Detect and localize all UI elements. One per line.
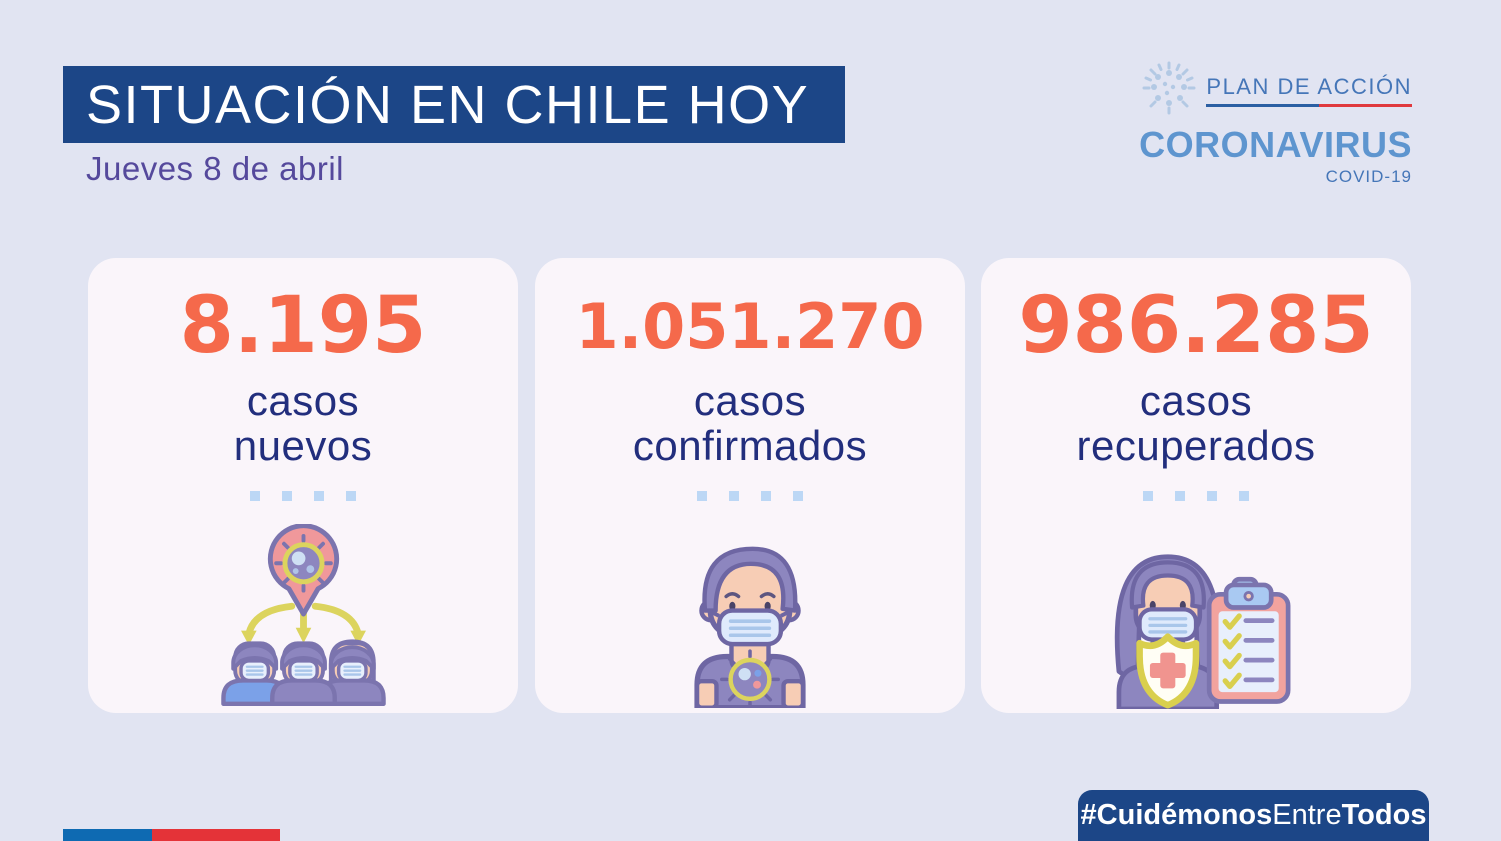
underline-red-segment xyxy=(1319,104,1412,107)
stat-value: 8.195 xyxy=(179,281,427,371)
virus-transmission-people-icon xyxy=(201,517,406,713)
page-title: SITUACIÓN EN CHILE HOY xyxy=(86,74,810,135)
masked-man-virus-icon xyxy=(675,517,825,713)
stat-label-bottom: recuperados xyxy=(1076,422,1316,470)
logo-top-row: PLAN DE ACCIÓN xyxy=(1141,60,1412,121)
dots-separator xyxy=(1143,490,1249,501)
flag-underline xyxy=(1206,104,1412,107)
coronavirus-wordmark: CORONAVIRUS xyxy=(1139,124,1412,165)
stat-value: 986.285 xyxy=(1018,281,1374,371)
stat-label-top: casos xyxy=(1139,377,1253,424)
stat-card-casos-nuevos: 8.195 casos nuevos xyxy=(88,258,518,713)
stat-card-casos-recuperados: 986.285 casos recuperados xyxy=(981,258,1411,713)
nurse-shield-checklist-icon xyxy=(1090,517,1302,713)
title-banner: SITUACIÓN EN CHILE HOY xyxy=(63,66,845,143)
coronavirus-plan-logo: PLAN DE ACCIÓN CORONAVIRUS COVID-19 xyxy=(1132,60,1412,187)
plan-de-accion-block: PLAN DE ACCIÓN xyxy=(1206,74,1412,107)
hashtag-banner: #CuidémonosEntreTodos xyxy=(1078,790,1429,841)
hashtag-part-regular: Entre xyxy=(1272,799,1342,831)
stat-label-top: casos xyxy=(693,377,807,424)
stat-card-casos-confirmados: 1.051.270 casos confirmados xyxy=(535,258,965,713)
flag-red-segment xyxy=(152,829,280,841)
date-label: Jueves 8 de abril xyxy=(86,150,344,187)
dots-separator xyxy=(250,490,356,501)
plan-de-accion-label: PLAN DE ACCIÓN xyxy=(1206,74,1412,99)
hashtag-part-bold2: Todos xyxy=(1341,799,1427,831)
stat-label-top: casos xyxy=(246,377,360,424)
flag-blue-segment xyxy=(63,829,152,841)
covid19-label: COVID-19 xyxy=(1325,167,1412,186)
virus-icon xyxy=(1141,60,1197,121)
dots-separator xyxy=(697,490,803,501)
hashtag-text: #CuidémonosEntreTodos xyxy=(1081,799,1427,832)
stat-label-bottom: nuevos xyxy=(233,422,373,470)
stat-value: 1.051.270 xyxy=(575,289,925,363)
chile-flag-bar xyxy=(63,829,280,841)
underline-blue-segment xyxy=(1206,104,1320,107)
hashtag-part-bold1: #Cuidémonos xyxy=(1080,799,1273,831)
stat-label-bottom: confirmados xyxy=(632,422,868,470)
